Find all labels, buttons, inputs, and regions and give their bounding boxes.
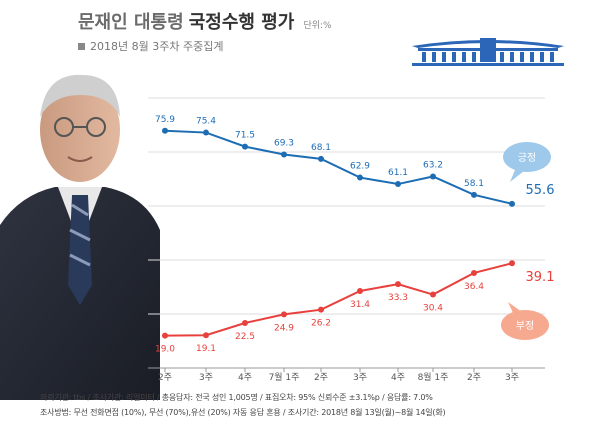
negative-point <box>281 311 287 318</box>
x-tick-label: 8월 1주 <box>418 371 449 383</box>
negative-point <box>471 269 477 276</box>
positive-point <box>509 200 515 207</box>
positive-point <box>430 173 436 180</box>
positive-data-label: 75.9 <box>155 115 175 125</box>
negative-point <box>357 287 363 294</box>
positive-point <box>318 155 324 162</box>
positive-data-label: 69.3 <box>274 139 294 149</box>
x-tick-label: 2주 <box>314 372 328 383</box>
x-tick-label: 3주 <box>199 372 213 383</box>
positive-series-line <box>164 129 513 205</box>
positive-point <box>471 191 477 198</box>
title-evaluation: 국정수행 평가 <box>188 12 295 33</box>
x-tick-label: 3주 <box>353 372 367 383</box>
negative-point <box>395 281 401 288</box>
positive-point <box>162 127 168 134</box>
negative-data-label: 19.1 <box>196 344 216 354</box>
x-tick-label: 7월 1주 <box>269 371 300 383</box>
negative-data-label: 26.2 <box>311 319 331 329</box>
positive-point <box>395 181 401 188</box>
negative-data-label: 30.4 <box>423 304 443 314</box>
footer-survey-method: 조사방법: 무선 전화면접 (10%), 무선 (70%),유선 (20%) 자… <box>40 408 446 417</box>
negative-point <box>242 320 248 326</box>
negative-data-label: 22.5 <box>235 332 255 342</box>
negative-point <box>162 332 168 339</box>
positive-data-label: 75.4 <box>196 117 216 127</box>
positive-data-label: 63.2 <box>423 160 443 170</box>
positive-point <box>203 129 209 136</box>
positive-point <box>281 151 287 158</box>
negative-point <box>203 332 209 339</box>
x-tick-label: 3주 <box>505 372 519 383</box>
negative-point <box>509 260 515 267</box>
positive-legend-tail <box>510 170 524 182</box>
president-portrait <box>0 74 160 400</box>
positive-data-label: 62.9 <box>350 162 370 172</box>
negative-data-label: 24.9 <box>274 323 294 333</box>
positive-data-label: 61.1 <box>388 168 408 178</box>
positive-data-label: 58.1 <box>464 179 484 189</box>
x-tick-label: 4주 <box>238 372 252 383</box>
subtitle: 2018년 8월 3주차 주중집계 <box>78 38 223 54</box>
unit-label: 단위:% <box>303 21 332 31</box>
negative-data-label: 31.4 <box>350 300 370 310</box>
positive-data-label: 68.1 <box>311 143 331 153</box>
negative-data-label: 33.3 <box>388 293 408 303</box>
square-bullet-icon <box>78 43 85 50</box>
subtitle-text: 2018년 8월 3주차 주중집계 <box>90 40 224 53</box>
negative-data-label: 39.1 <box>526 270 555 285</box>
negative-data-label: 36.4 <box>464 282 484 292</box>
positive-point <box>357 174 363 181</box>
blue-house-icon <box>412 38 564 66</box>
negative-legend-label: 부정 <box>516 320 534 332</box>
footer-survey-info: 의뢰기관: tbs / 조사기관: 리얼미터 / 총응답자: 전국 성인 1,0… <box>40 393 433 402</box>
negative-legend-tail <box>508 302 522 313</box>
negative-series-line <box>164 262 513 337</box>
title-president: 문재인 대통령 <box>78 12 184 33</box>
positive-data-label: 71.5 <box>235 131 255 141</box>
x-tick-label: 2주 <box>158 372 172 383</box>
negative-data-label: 19.0 <box>155 345 175 355</box>
positive-legend-bubble <box>503 142 551 172</box>
negative-point <box>318 306 324 313</box>
negative-legend-bubble <box>501 310 549 340</box>
positive-data-label: 55.6 <box>526 183 555 198</box>
page-title: 문재인 대통령 국정수행 평가 단위:% <box>78 8 332 34</box>
positive-point <box>242 143 248 150</box>
x-tick-label: 2주 <box>467 372 481 383</box>
positive-legend-label: 긍정 <box>518 152 536 164</box>
negative-point <box>430 291 436 298</box>
x-tick-label: 4주 <box>391 372 405 383</box>
